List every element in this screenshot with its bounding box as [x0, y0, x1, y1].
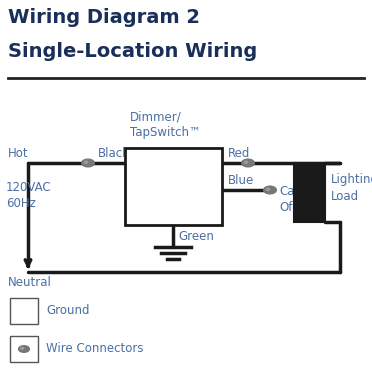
Text: Hot: Hot: [8, 147, 29, 160]
Text: Green: Green: [178, 230, 214, 243]
Text: Ground: Ground: [46, 305, 90, 318]
Text: Cap
Off: Cap Off: [279, 185, 302, 214]
Text: Dimmer/: Dimmer/: [130, 110, 182, 123]
Bar: [125, 148, 222, 225]
Text: Lighting
Load: Lighting Load: [331, 174, 372, 203]
Text: Single-Location Wiring: Single-Location Wiring: [8, 42, 257, 61]
Ellipse shape: [244, 161, 248, 164]
Text: Blue: Blue: [228, 174, 254, 187]
Text: Wiring Diagram 2: Wiring Diagram 2: [8, 8, 200, 27]
Ellipse shape: [242, 159, 254, 167]
Text: TapSwitch™: TapSwitch™: [130, 126, 201, 139]
Bar: [294, 163, 325, 222]
Bar: [10, 298, 38, 324]
Ellipse shape: [84, 161, 88, 164]
Ellipse shape: [19, 346, 29, 352]
Ellipse shape: [266, 188, 270, 191]
Text: Black: Black: [98, 147, 130, 160]
Text: 120VAC
60Hz: 120VAC 60Hz: [6, 181, 52, 210]
Text: Wire Connectors: Wire Connectors: [46, 343, 144, 355]
Ellipse shape: [82, 159, 94, 167]
Bar: [10, 336, 38, 362]
Ellipse shape: [264, 186, 276, 194]
Text: Neutral: Neutral: [8, 276, 52, 289]
Ellipse shape: [21, 347, 24, 350]
Text: Red: Red: [228, 147, 250, 160]
